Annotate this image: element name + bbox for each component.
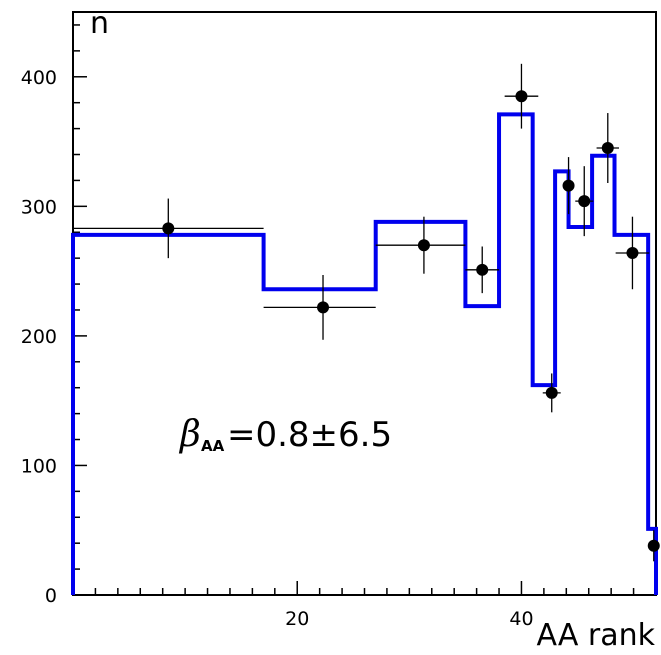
x-tick-label: 40 <box>509 608 533 630</box>
data-marker <box>626 246 639 259</box>
data-marker <box>476 263 489 276</box>
data-point <box>575 166 594 237</box>
data-marker <box>562 179 575 192</box>
data-marker <box>162 222 175 235</box>
data-point <box>504 63 539 129</box>
data-point <box>375 216 466 274</box>
axes: 0 100 200 300 400 20 40 <box>21 11 657 630</box>
data-marker <box>515 90 528 103</box>
y-tick-label: 200 <box>21 326 57 348</box>
data-point <box>465 246 500 294</box>
annotation-symbol: β <box>178 414 201 455</box>
y-tick-label: 400 <box>21 67 57 89</box>
data-point <box>73 198 264 259</box>
annotation-subscript: AA <box>201 437 225 455</box>
data-marker <box>601 142 614 155</box>
data-point <box>542 373 561 413</box>
y-tick-label: 100 <box>21 455 57 477</box>
data-marker <box>647 539 660 552</box>
x-tick-label: 20 <box>285 608 309 630</box>
chart-text: n AA rank β AA =0.8±6.5 <box>90 6 656 653</box>
data-marker <box>317 301 330 314</box>
model-histogram <box>71 112 658 595</box>
data-marker <box>578 195 591 208</box>
model-step-line <box>71 112 658 595</box>
data-point <box>263 274 376 340</box>
y-axis-label: n <box>90 6 109 41</box>
x-axis-label: AA rank <box>536 618 655 653</box>
data-point <box>647 530 660 562</box>
y-tick-label: 300 <box>21 196 57 218</box>
data-marker <box>545 386 558 399</box>
data-point <box>615 216 650 290</box>
data-points <box>73 63 660 562</box>
annotation-value: =0.8±6.5 <box>227 415 392 455</box>
data-marker <box>417 239 430 252</box>
data-point <box>562 157 575 215</box>
beta-annotation: β AA =0.8±6.5 <box>178 414 392 455</box>
y-tick-label: 0 <box>45 585 57 607</box>
plot-frame <box>72 11 657 596</box>
data-point <box>596 113 620 184</box>
